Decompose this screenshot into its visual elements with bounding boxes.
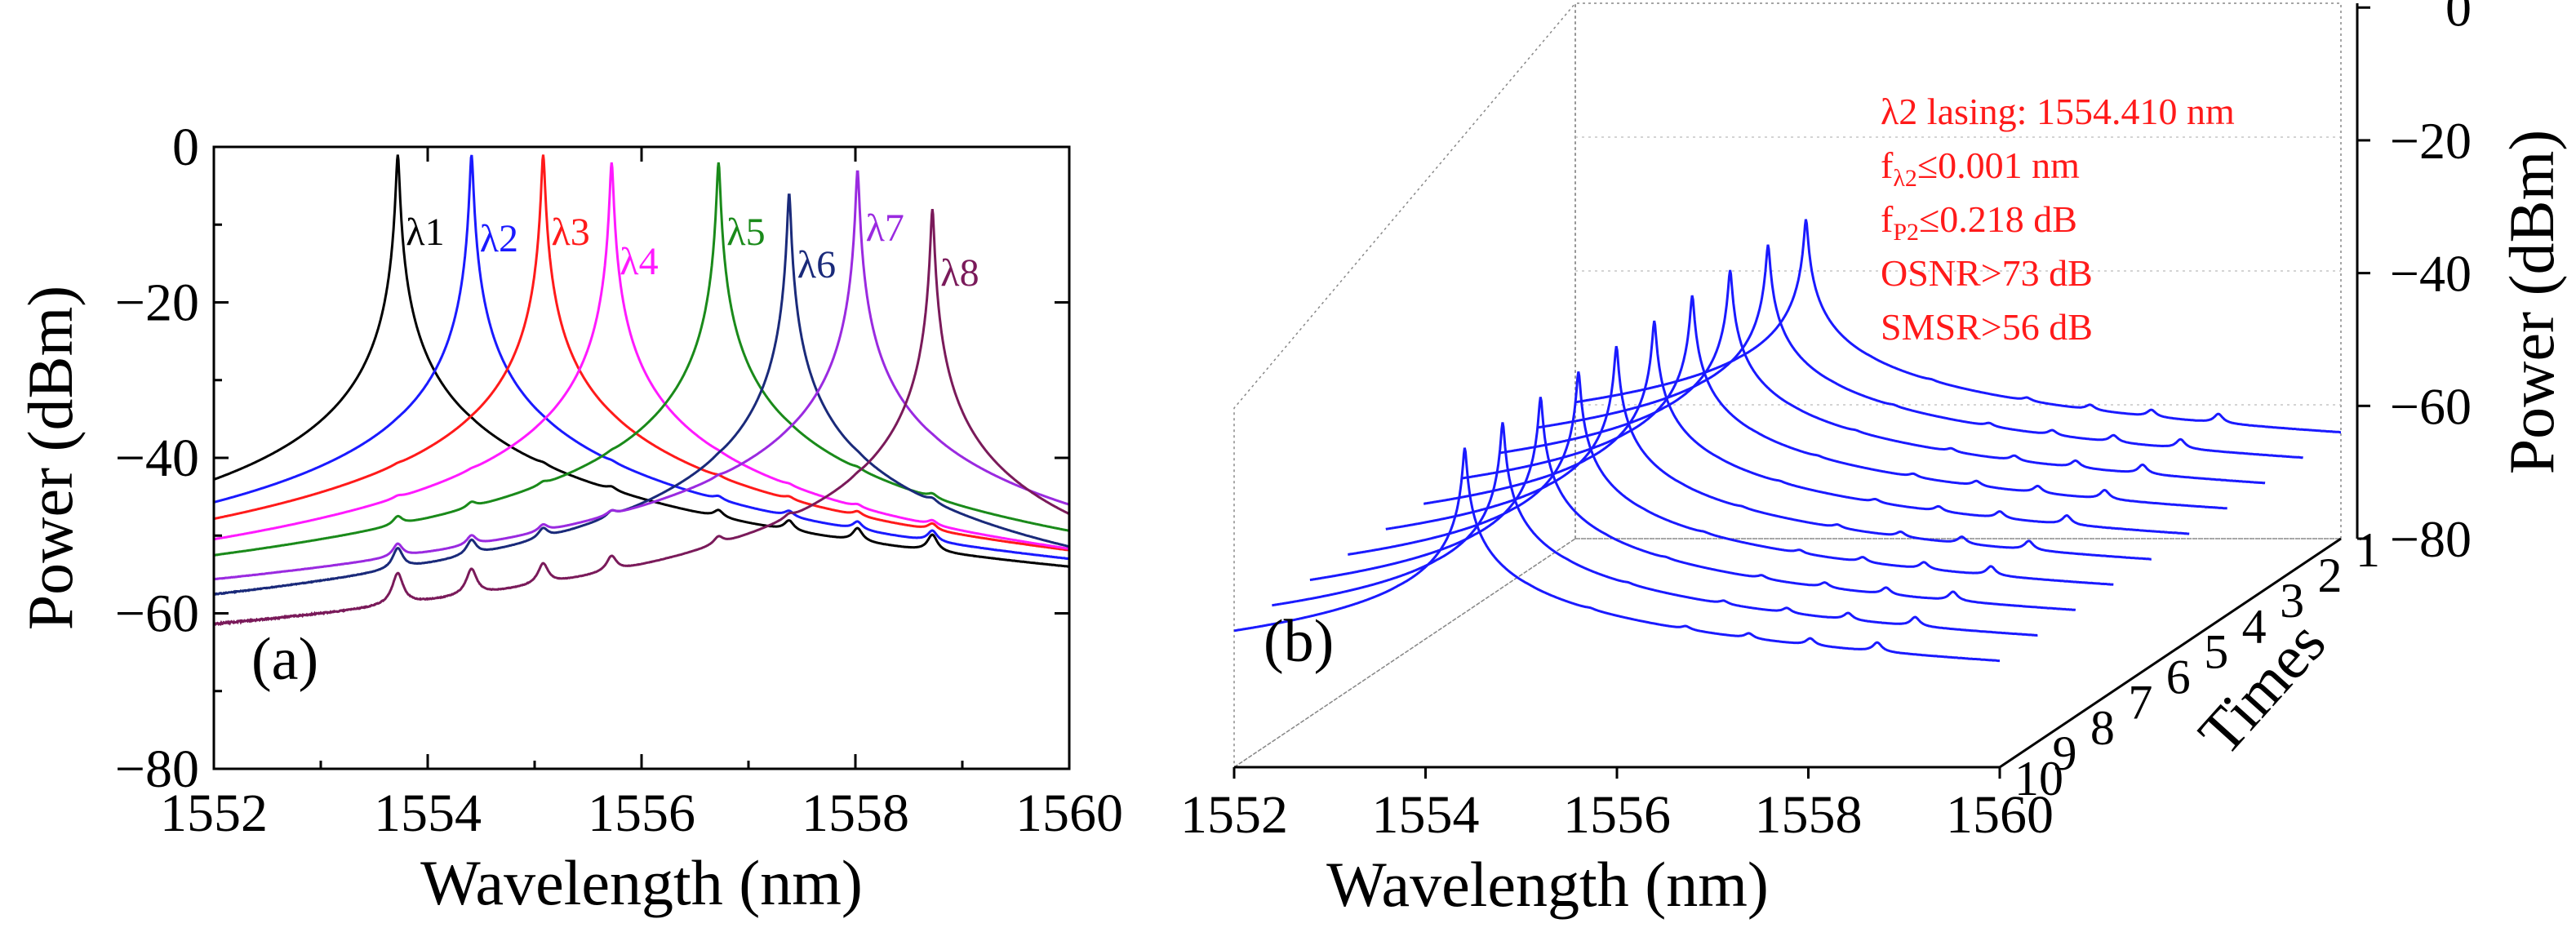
annotation-f-p2-main: f [1881,198,1894,240]
annotation-lasing: λ2 lasing: 1554.410 nm [1881,91,2235,132]
series-line-6 [214,193,1069,597]
b-x-tick-label-1552: 1552 [1180,785,1288,845]
x-tick-label-1560: 1560 [1015,784,1123,843]
panel-b: 1552 1554 1556 1558 1560 0 −20 −40 −60 −801234567… [1180,0,2567,920]
times-tick-label-5: 5 [2204,624,2228,678]
x-tick-label-1554: 1554 [374,784,482,843]
times-tick-label-6: 6 [2166,650,2191,704]
annotation-f-p2-rest: ≤0.218 dB [1919,198,2077,240]
b-y-tick-label-4: −80 [2390,510,2472,568]
panel-a-ticks: 1552 1554 1556 1558 1560 0 −20 −40 −60 −80 [115,118,1123,843]
annotation-f-lambda2-sub: λ2 [1893,165,1917,192]
series-line-4 [214,162,1069,550]
x-tick-label-1558: 1558 [802,784,909,843]
times-trace-10 [1233,447,2000,663]
annotation-f-lambda2: fλ2≤0.001 nm [1881,144,2080,192]
series-line-1 [214,154,1069,568]
times-trace-8 [1309,397,2076,611]
times-trace-1 [1574,219,2341,434]
times-trace-4 [1461,295,2227,510]
b-x-tick-label-1556: 1556 [1563,785,1671,845]
panel-b-left-wall [1233,1,1576,769]
series-line-2 [214,154,1069,561]
panel-b-ylabel: Power (dBm) [2496,130,2567,474]
y-tick-label-0: 0 [172,118,199,177]
panel-a-series-group [214,154,1069,627]
panel-a: 1552 1554 1556 1558 1560 0 −20 −40 −60 −80 λ1 λ2 λ3… [15,118,1123,918]
times-trace-7 [1348,371,2114,586]
annotation-f-p2: fP2≤0.218 dB [1881,198,2077,246]
times-tick-label-7: 7 [2128,676,2152,730]
panel-a-ylabel: Power (dBm) [15,286,86,630]
peak-label-6: λ6 [797,243,836,286]
b-x-tick-label-1560: 1560 [1946,785,2054,845]
panel-b-ticks: 1552 1554 1556 1558 1560 0 −20 −40 −60 −801234567… [1180,0,2472,845]
series-line-8 [214,209,1069,627]
x-tick-label-1552: 1552 [160,784,268,843]
times-tick-label-2: 2 [2318,548,2343,602]
times-tick-label-9: 9 [2052,726,2076,780]
times-trace-3 [1499,269,2266,485]
annotation-osnr: OSNR>73 dB [1881,252,2093,294]
series-line-3 [214,154,1069,552]
panel-b-back-wall [1574,2,2342,539]
y-tick-label-2: −40 [115,428,199,488]
peak-label-5: λ5 [726,211,765,254]
b-y-tick-label-0: 0 [2445,0,2472,37]
times-tick-label-10: 10 [2014,752,2063,806]
b-y-tick-label-2: −40 [2390,245,2472,303]
times-trace-2 [1537,244,2303,459]
y-tick-label-4: −80 [115,739,199,799]
series-line-7 [214,170,1069,581]
panel-a-label: (a) [251,626,318,693]
y-tick-label-1: −20 [115,273,199,333]
series-line-5 [214,162,1069,557]
annotation-f-lambda2-rest: ≤0.001 nm [1917,144,2080,186]
peak-label-1: λ1 [406,211,444,254]
times-trace-6 [1385,345,2152,561]
b-x-tick-label-1558: 1558 [1755,785,1863,845]
panel-b-label: (b) [1264,608,1334,675]
peak-label-3: λ3 [552,211,590,254]
panel-b-series-group [1233,219,2341,663]
peak-label-4: λ4 [620,240,658,283]
times-tick-label-3: 3 [2280,574,2304,628]
panel-b-times-axis [1999,537,2342,769]
peak-label-8: λ8 [940,251,979,295]
times-trace-9 [1272,422,2038,637]
b-x-tick-label-1554: 1554 [1372,785,1480,845]
annotation-f-p2-sub: P2 [1893,219,1919,246]
y-tick-label-3: −60 [115,584,199,644]
x-tick-label-1556: 1556 [588,784,695,843]
times-tick-label-4: 4 [2242,599,2267,653]
times-tick-label-8: 8 [2090,701,2115,755]
b-y-tick-label-1: −20 [2390,112,2472,170]
times-trace-5 [1423,320,2190,535]
panel-a-peak-labels: λ1 λ2 λ3 λ4 λ5 λ6 λ7 λ8 [406,206,979,295]
panel-a-xlabel: Wavelength (nm) [420,847,863,918]
peak-label-2: λ2 [480,217,518,260]
annotation-f-lambda2-main: f [1881,144,1894,186]
times-tick-label-1: 1 [2356,523,2380,577]
b-y-tick-label-3: −60 [2390,377,2472,435]
peak-label-7: λ7 [866,206,904,250]
panel-b-xlabel: Wavelength (nm) [1326,849,1769,920]
panel-b-annotations: λ2 lasing: 1554.410 nm fλ2≤0.001 nm fP2≤… [1881,91,2235,348]
annotation-smsr: SMSR>56 dB [1881,306,2093,348]
